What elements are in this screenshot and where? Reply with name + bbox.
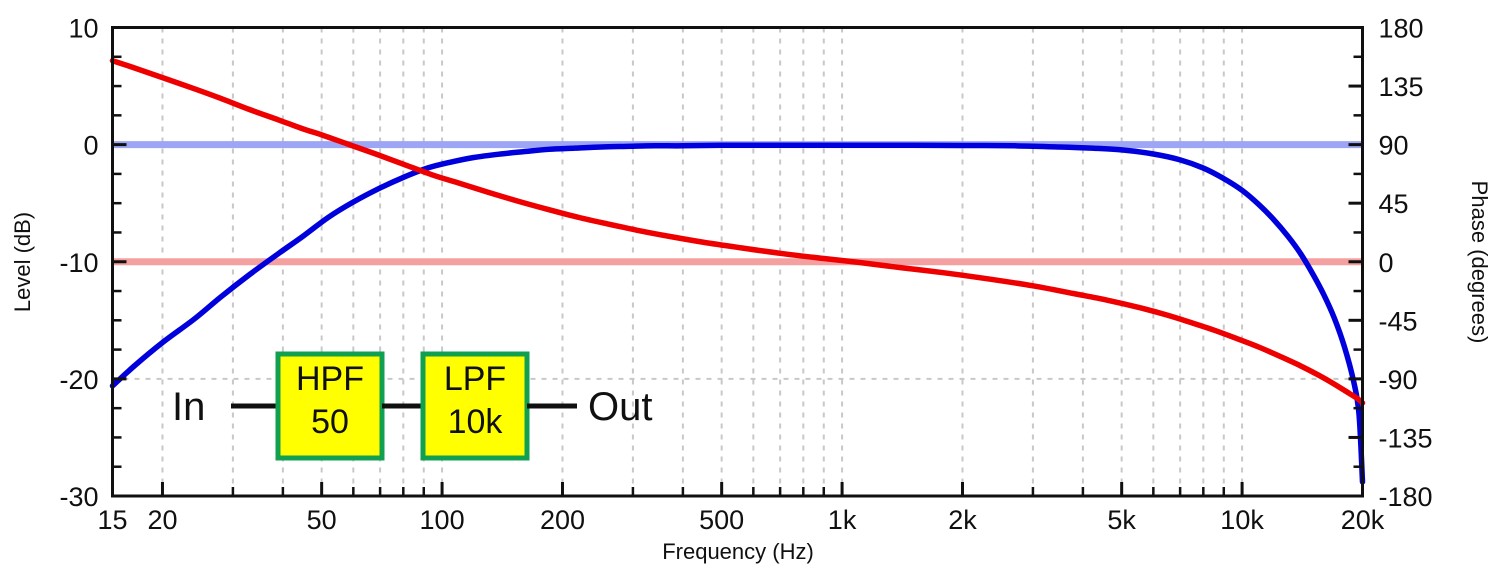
data-series-layer (109, 57, 1366, 485)
x-tick-label: 2k (948, 505, 977, 535)
x-tick-label: 50 (307, 505, 337, 535)
x-tick-label: 200 (540, 505, 585, 535)
y-tick-label: 10 (68, 14, 98, 44)
x-tick-label: 15 (97, 505, 127, 535)
tick-labels-layer: 15 20 50 100 200 500 1k 2k 5k 10k 20k100-10-20-301… (59, 14, 1432, 536)
block-diagram-output-label: Out (588, 385, 652, 429)
y2-tick-label: -135 (1379, 423, 1433, 453)
lpf-block-label-line1: LPF (444, 360, 506, 398)
y2-tick-label: 45 (1379, 189, 1409, 219)
x-tick-label: 1k (828, 505, 857, 535)
block-diagram-annotation: In HPF 50 LPF 10k Out (172, 351, 652, 461)
lpf-block-label-line2: 10k (448, 403, 504, 441)
y-tick-label: 0 (83, 131, 98, 161)
y-axis-title: Level (dB) (10, 212, 35, 312)
x-tick-label: 100 (420, 505, 465, 535)
x-tick-label: 20 (147, 505, 177, 535)
y2-axis-title: Phase (degrees) (1467, 181, 1492, 344)
block-diagram-input-label: In (172, 385, 205, 429)
series-line-level (109, 142, 1366, 485)
x-tick-label: 500 (699, 505, 744, 535)
y2-tick-label: 180 (1379, 14, 1424, 44)
x-axis-title: Frequency (Hz) (662, 539, 814, 564)
y2-tick-label: -45 (1379, 306, 1418, 336)
y2-tick-label: -180 (1379, 482, 1433, 512)
x-tick-label: 10k (1220, 505, 1264, 535)
series-line-phase (109, 57, 1366, 406)
x-tick-label: 5k (1107, 505, 1136, 535)
x-tick-label: 20k (1341, 505, 1385, 535)
hpf-block (275, 351, 385, 461)
y2-tick-label: 0 (1379, 248, 1394, 278)
y-tick-label: -20 (59, 365, 98, 395)
hpf-block-label-line2: 50 (311, 403, 349, 441)
ticks-layer (111, 26, 1364, 498)
y2-tick-label: -90 (1379, 365, 1418, 395)
y2-tick-label: 135 (1379, 72, 1424, 102)
y2-tick-label: 90 (1379, 131, 1409, 161)
y-tick-label: -10 (59, 248, 98, 278)
y-tick-label: -30 (59, 482, 98, 512)
hpf-block-label-line1: HPF (296, 360, 364, 398)
